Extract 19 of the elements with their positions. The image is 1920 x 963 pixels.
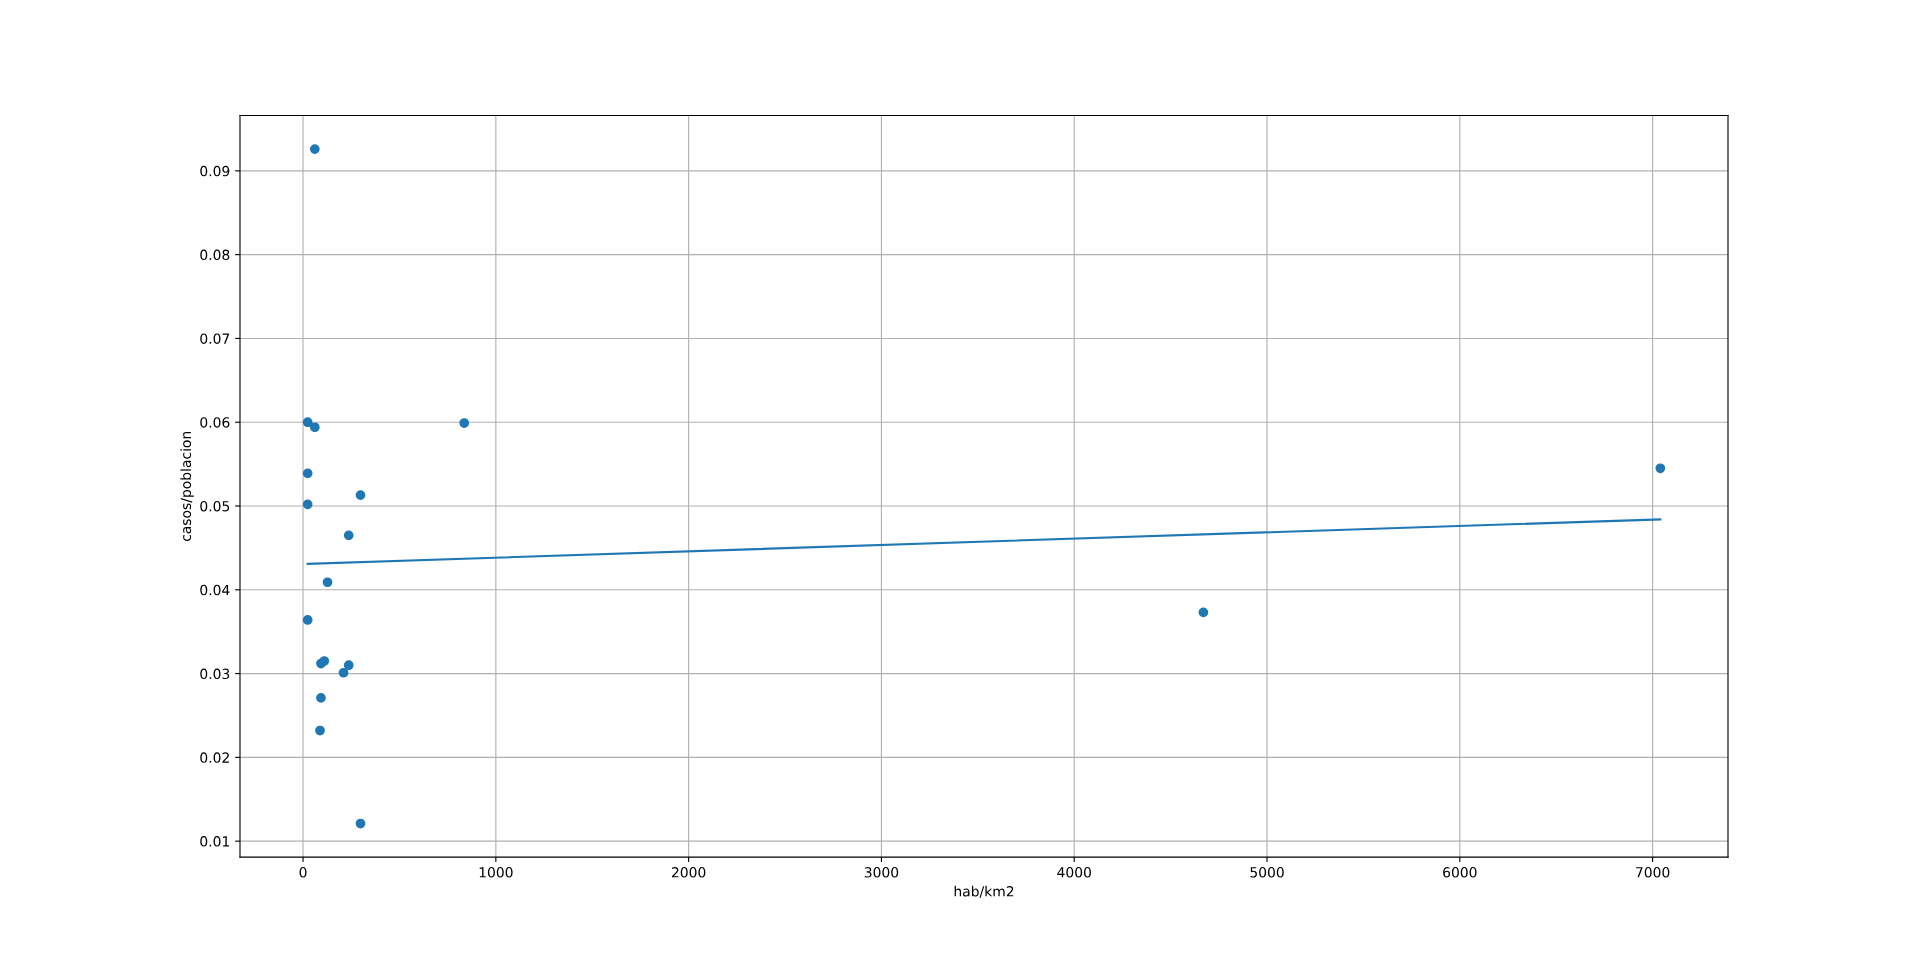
y-tick-label: 0.09 xyxy=(200,165,230,177)
x-tick-label: 5000 xyxy=(1250,867,1284,878)
y-tick-label: 0.01 xyxy=(200,836,229,847)
y-tick-label: 0.08 xyxy=(200,249,230,261)
x-tick-label: 4000 xyxy=(1057,867,1091,878)
y-tick-label: 0.02 xyxy=(200,752,229,763)
x-tick-label: 6000 xyxy=(1443,867,1477,878)
x-tick-label: 2000 xyxy=(671,867,706,878)
y-tick-label: 0.04 xyxy=(200,584,230,596)
x-tick-label: 7000 xyxy=(1636,867,1670,878)
y-tick-label: 0.05 xyxy=(200,500,230,512)
y-tick-label: 0.03 xyxy=(200,668,230,680)
x-tick-label: 1000 xyxy=(479,867,513,878)
y-tick-label: 0.07 xyxy=(200,333,230,344)
x-tick-label: 0 xyxy=(299,867,307,878)
y-axis-title: casos/poblacion xyxy=(180,431,194,542)
y-tick-label: 0.06 xyxy=(200,417,230,428)
x-tick-label: 3000 xyxy=(864,867,899,878)
x-axis-title: hab/km2 xyxy=(954,885,1014,898)
